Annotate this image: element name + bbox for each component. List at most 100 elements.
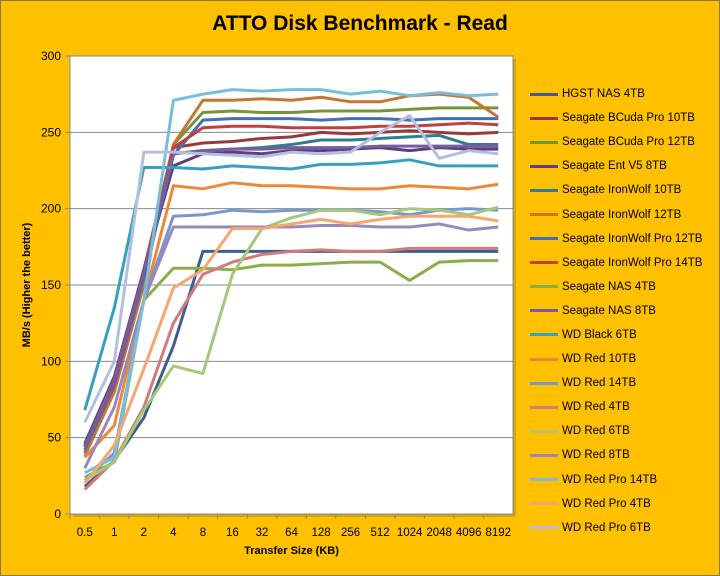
legend-item: Seagate IronWolf 12TB <box>530 202 718 226</box>
legend-label: Seagate IronWolf Pro 14TB <box>562 256 703 269</box>
legend-swatch <box>530 526 558 530</box>
legend-item: Seagate IronWolf Pro 14TB <box>530 251 718 275</box>
series-wd-red-8tb <box>83 222 499 469</box>
legend-swatch <box>530 164 558 168</box>
legend-label: WD Red 14TB <box>562 377 637 390</box>
series-line <box>83 246 499 491</box>
legend-label: WD Red 8TB <box>562 449 630 462</box>
legend-item: WD Red 10TB <box>530 347 718 371</box>
legend-item: Seagate Ent V5 8TB <box>530 154 718 178</box>
legend-label: Seagate IronWolf 12TB <box>562 208 682 221</box>
series-line <box>83 214 499 485</box>
legend-swatch <box>530 237 558 241</box>
x-axis-title: Transfer Size (KB) <box>244 545 339 557</box>
x-tick-label: 4 <box>170 527 177 539</box>
x-tick-label: 512 <box>371 527 390 539</box>
y-axis-title: MB/s (Higher the better) <box>21 222 33 347</box>
legend-swatch <box>530 502 558 506</box>
legend-swatch <box>530 261 558 265</box>
y-tick-label: 0 <box>54 507 61 521</box>
legend-item: WD Red Pro 4TB <box>530 492 718 516</box>
y-tick-label: 300 <box>41 49 61 63</box>
series-line <box>83 205 499 482</box>
legend-label: Seagate NAS 8TB <box>562 304 656 317</box>
legend: HGST NAS 4TB Seagate BCuda Pro 10TB Seagat… <box>530 82 718 540</box>
legend-swatch <box>530 285 558 289</box>
x-tick-label: 0.5 <box>77 527 93 539</box>
series-line <box>83 222 499 469</box>
x-tick-label: 8 <box>200 527 206 539</box>
legend-item: Seagate BCuda Pro 10TB <box>530 106 718 130</box>
legend-item: Seagate NAS 4TB <box>530 275 718 299</box>
x-tick-label: 64 <box>285 527 298 539</box>
legend-item: Seagate IronWolf 10TB <box>530 178 718 202</box>
series-wd-red-6tb <box>83 205 499 482</box>
legend-swatch <box>530 357 558 361</box>
x-tick-label: 1024 <box>397 527 423 539</box>
legend-item: WD Red 8TB <box>530 443 718 467</box>
series-line <box>84 259 499 479</box>
legend-label: WD Red 10TB <box>562 353 637 366</box>
series-wd-red-pro-4tb <box>83 214 499 485</box>
legend-swatch <box>530 140 558 144</box>
series-line <box>83 158 499 411</box>
series-wd-red-pro-6tb <box>83 114 499 424</box>
legend-label: WD Red Pro 4TB <box>562 497 651 510</box>
legend-swatch <box>530 429 558 433</box>
legend-swatch <box>530 92 558 96</box>
legend-swatch <box>530 405 558 409</box>
legend-item: Seagate BCuda Pro 12TB <box>530 130 718 154</box>
legend-label: Seagate BCuda Pro 10TB <box>562 112 695 125</box>
series-wd-red-4tb <box>83 246 499 491</box>
legend-item: HGST NAS 4TB <box>530 82 718 106</box>
series-line <box>83 181 499 459</box>
legend-item: WD Red 4TB <box>530 395 718 419</box>
x-tick-label: 4096 <box>456 527 482 539</box>
legend-item: Seagate IronWolf Pro 12TB <box>530 227 718 251</box>
x-tick-label: 2 <box>141 527 147 539</box>
legend-swatch <box>530 478 558 482</box>
series-wd-red-10tb <box>83 181 499 459</box>
x-tick-label: 256 <box>341 527 360 539</box>
x-tick-label: 8192 <box>485 527 511 539</box>
legend-label: HGST NAS 4TB <box>562 88 645 101</box>
legend-swatch <box>530 116 558 120</box>
x-tick-label: 128 <box>311 527 330 539</box>
series-line <box>83 114 499 424</box>
legend-swatch <box>530 381 558 385</box>
x-tick-label: 32 <box>256 527 269 539</box>
legend-item: Seagate NAS 8TB <box>530 299 718 323</box>
chart-title: ATTO Disk Benchmark - Read <box>212 12 508 35</box>
legend-swatch <box>530 333 558 337</box>
x-tick-label: 2048 <box>426 527 452 539</box>
legend-label: WD Red Pro 14TB <box>562 473 658 486</box>
legend-label: WD Red 6TB <box>562 425 630 438</box>
y-tick-label: 50 <box>48 431 62 445</box>
legend-label: Seagate IronWolf Pro 12TB <box>562 232 703 245</box>
legend-item: WD Red Pro 14TB <box>530 468 718 492</box>
legend-swatch <box>530 213 558 217</box>
x-tick-label: 1 <box>111 527 117 539</box>
series-wd-black-6tb <box>83 158 499 411</box>
legend-label: WD Black 6TB <box>562 328 637 341</box>
legend-label: Seagate Ent V5 8TB <box>562 160 667 173</box>
series-seagate-nas-4tb <box>84 259 499 479</box>
legend-swatch <box>530 309 558 313</box>
y-tick-label: 150 <box>41 278 61 292</box>
legend-swatch <box>530 188 558 192</box>
legend-label: WD Red Pro 6TB <box>562 521 651 534</box>
x-tick-label: 16 <box>226 527 239 539</box>
series-line <box>84 88 499 475</box>
y-tick-label: 100 <box>41 354 61 368</box>
legend-label: Seagate IronWolf 10TB <box>562 184 682 197</box>
legend-item: WD Red 14TB <box>530 371 718 395</box>
y-tick-label: 250 <box>41 125 61 139</box>
legend-swatch <box>530 453 558 457</box>
legend-item: WD Black 6TB <box>530 323 718 347</box>
series-wd-red-pro-14tb <box>84 88 499 475</box>
legend-item: WD Red Pro 6TB <box>530 516 718 540</box>
legend-item: WD Red 6TB <box>530 419 718 443</box>
legend-label: WD Red 4TB <box>562 401 630 414</box>
legend-label: Seagate BCuda Pro 12TB <box>562 136 695 149</box>
